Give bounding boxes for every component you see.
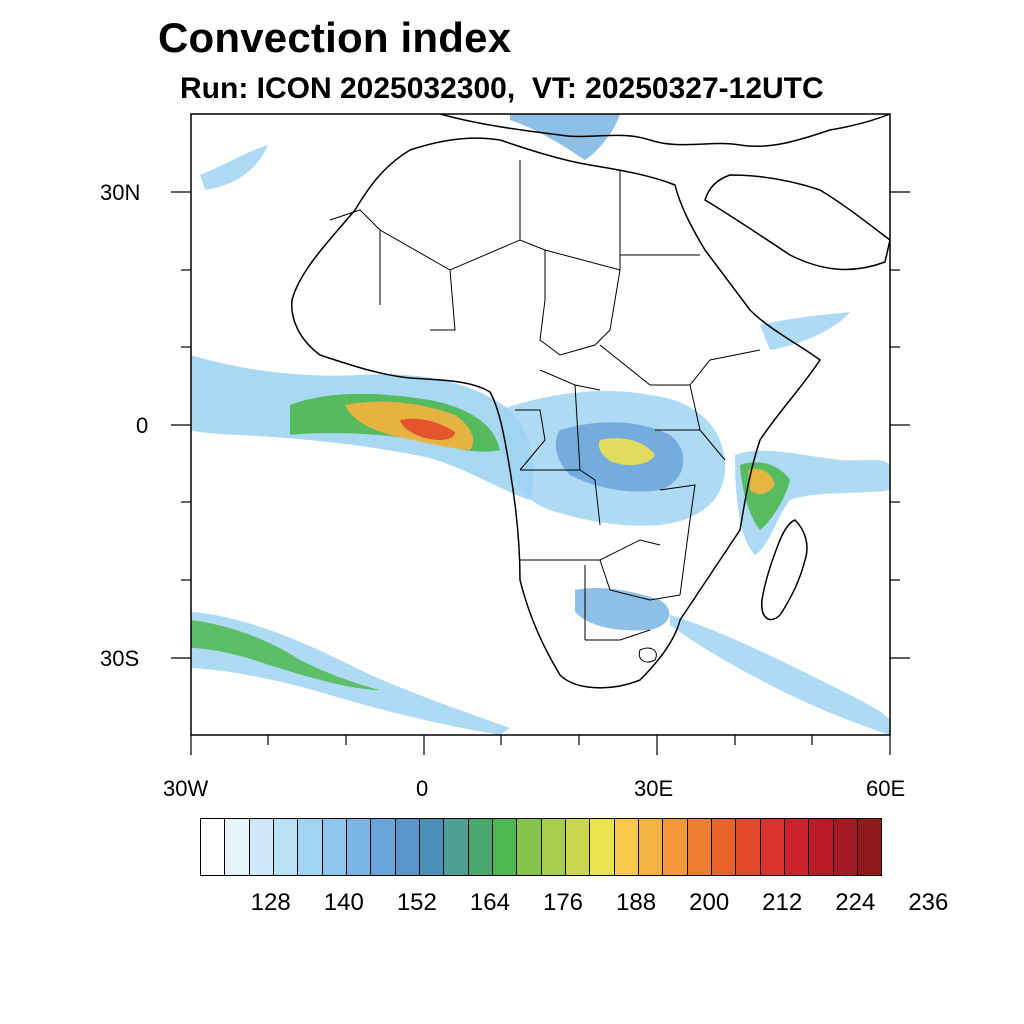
convection-region-southern-africa xyxy=(575,588,670,631)
colorbar-swatch xyxy=(224,819,249,875)
colorbar-label: 128 xyxy=(250,889,291,916)
africa-coastline xyxy=(291,137,822,689)
convection-region-sw-indian-ocean xyxy=(670,615,890,735)
colorbar-swatch xyxy=(516,819,541,875)
colorbar-label: 188 xyxy=(616,889,657,916)
colorbar-swatch xyxy=(467,819,492,875)
colorbar-label: 200 xyxy=(689,889,730,916)
mediterranean-coast xyxy=(439,114,890,148)
x-tick-label-30e: 30E xyxy=(634,776,674,801)
colorbar xyxy=(200,818,882,876)
axis-ticks xyxy=(171,191,910,755)
colorbar-swatch xyxy=(540,819,565,875)
colorbar-swatch xyxy=(589,819,614,875)
colorbar-swatch xyxy=(613,819,638,875)
convection-region-congo-peak xyxy=(598,438,655,466)
colorbar-label: 140 xyxy=(323,889,364,916)
colorbar-swatch xyxy=(321,819,346,875)
convection-field xyxy=(191,114,890,735)
convection-region-south-atlantic xyxy=(191,612,510,735)
x-tick-label-30w: 30W xyxy=(163,776,209,801)
convection-region-nw-atlantic xyxy=(200,145,268,190)
colorbar-swatch xyxy=(248,819,273,875)
map-title: Convection index xyxy=(158,14,512,61)
convection-region-arabian-sea xyxy=(760,312,850,350)
colorbar-swatch xyxy=(686,819,711,875)
convection-region-east-africa-peak xyxy=(748,468,775,495)
colorbar-label: 224 xyxy=(835,889,876,916)
colorbar-swatch xyxy=(808,819,833,875)
convection-region-mediterranean xyxy=(510,114,620,160)
colorbar-swatch xyxy=(637,819,663,875)
colorbar-swatch xyxy=(662,819,687,875)
x-tick-label-0: 0 xyxy=(416,776,429,801)
colorbar-swatch xyxy=(710,819,736,875)
colorbar-swatch xyxy=(856,819,882,875)
colorbar-swatch xyxy=(394,819,419,875)
colorbar-swatch xyxy=(735,819,760,875)
convection-region-itcz-max xyxy=(400,418,455,440)
colorbar-swatch xyxy=(759,819,784,875)
colorbar-swatch xyxy=(418,819,444,875)
colorbar-swatch xyxy=(832,819,857,875)
colorbar-swatch xyxy=(443,819,468,875)
colorbar-swatch xyxy=(491,819,517,875)
colorbar-swatch xyxy=(345,819,371,875)
y-tick-label-30n: 30N xyxy=(100,180,141,205)
madagascar-coastline xyxy=(761,519,808,621)
colorbar-swatch xyxy=(783,819,809,875)
y-tick-label-0: 0 xyxy=(136,413,149,438)
country-borders xyxy=(329,160,761,663)
colorbar-label: 212 xyxy=(762,889,803,916)
colorbar-label: 236 xyxy=(908,889,949,916)
map-subtitle: Run: ICON 2025032300, VT: 20250327-12UTC xyxy=(180,72,824,105)
arabia-coastline xyxy=(704,174,890,271)
y-tick-label-30s: 30S xyxy=(100,646,140,671)
colorbar-label: 152 xyxy=(396,889,437,916)
colorbar-swatch xyxy=(564,819,590,875)
colorbar-swatch xyxy=(370,819,395,875)
convection-region-south-atlantic-core xyxy=(191,620,380,690)
colorbar-swatch xyxy=(272,819,298,875)
x-tick-label-60e: 60E xyxy=(866,776,906,801)
colorbar-label: 176 xyxy=(542,889,584,916)
colorbar-swatch xyxy=(297,819,322,875)
colorbar-swatch xyxy=(201,819,225,875)
colorbar-label: 164 xyxy=(469,889,510,916)
